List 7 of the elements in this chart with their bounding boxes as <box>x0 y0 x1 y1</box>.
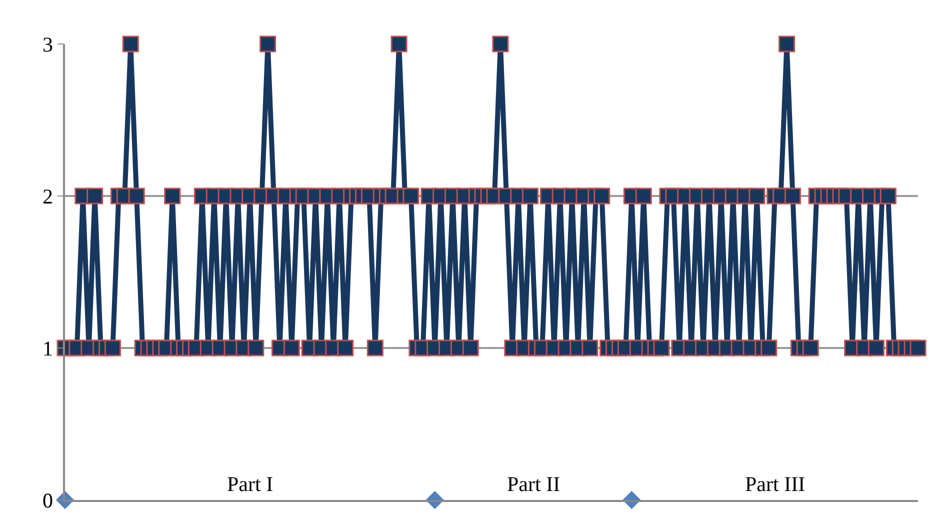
annotation: Part I <box>227 472 274 496</box>
y-tick-label: 0 <box>42 488 54 512</box>
y-tick-label: 1 <box>42 336 54 360</box>
y-tick-label: 2 <box>42 184 54 208</box>
annotation: Part III <box>745 472 806 496</box>
y-tick-label: 3 <box>42 32 54 56</box>
annotation: Part II <box>507 472 560 496</box>
